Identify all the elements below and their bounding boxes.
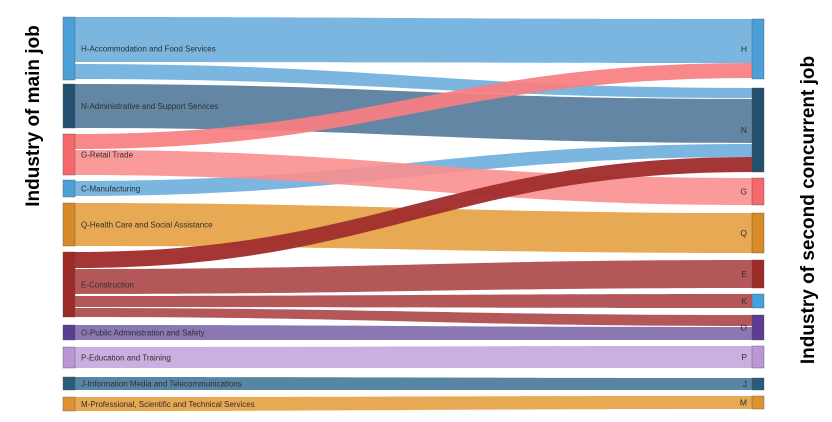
node-label-left-O: O-Public Administration and Safety [81, 329, 205, 338]
sankey-node-right-P[interactable] [751, 345, 765, 369]
node-label-left-M: M-Professional, Scientific and Technical… [81, 400, 255, 409]
node-label-left-J: J-Information Media and Telecommunicatio… [81, 380, 242, 389]
sankey-link-P-to-P[interactable] [75, 346, 752, 368]
node-label-left-E: E-Construction [81, 281, 134, 290]
sankey-node-right-H[interactable] [751, 18, 765, 80]
node-label-left-G: G-Retail Trade [81, 151, 134, 160]
node-label-right-J: J [743, 379, 747, 389]
node-label-left-C: C-Manufacturing [81, 185, 140, 194]
node-label-right-E: E [741, 269, 747, 279]
node-label-left-P: P-Education and Training [81, 354, 171, 363]
sankey-link-H-to-N[interactable] [75, 64, 752, 98]
sankey-link-E-to-N[interactable] [75, 157, 752, 268]
sankey-link-E-to-E[interactable] [75, 260, 752, 294]
sankey-node-left-Q[interactable] [62, 202, 76, 247]
sankey-node-left-N[interactable] [62, 83, 76, 129]
sankey-node-left-G[interactable] [62, 133, 76, 176]
sankey-node-left-C[interactable] [62, 179, 76, 198]
sankey-node-right-K[interactable] [751, 293, 765, 309]
sankey-node-left-P[interactable] [62, 346, 76, 369]
node-label-left-Q: Q-Health Care and Social Assistance [81, 221, 213, 230]
sankey-link-H-to-H[interactable] [75, 17, 752, 63]
right-axis-title: Industry of second concurrent job [798, 55, 819, 365]
sankey-node-left-E[interactable] [62, 251, 76, 318]
node-label-right-N: N [741, 125, 747, 135]
sankey-node-right-M[interactable] [751, 395, 765, 410]
sankey-node-right-J[interactable] [751, 377, 765, 391]
sankey-node-left-H[interactable] [62, 16, 76, 81]
sankey-node-right-G[interactable] [751, 177, 765, 206]
node-label-right-H: H [741, 44, 747, 54]
node-label-right-P: P [741, 352, 747, 362]
sankey-node-right-E[interactable] [751, 259, 765, 289]
sankey-link-M-to-M[interactable] [75, 396, 752, 411]
sankey-link-J-to-J[interactable] [75, 377, 752, 390]
sankey-node-right-N[interactable] [751, 87, 765, 173]
sankey-node-left-M[interactable] [62, 396, 76, 412]
sankey-node-right-O[interactable] [751, 314, 765, 341]
sankey-link-E-to-O[interactable] [75, 308, 752, 326]
sankey-link-G-to-H[interactable] [75, 63, 752, 149]
sankey-link-Q-to-Q[interactable] [75, 203, 752, 253]
node-label-right-O: O [740, 323, 747, 333]
node-label-left-N: N-Administrative and Support Services [81, 102, 218, 111]
left-axis-title: Industry of main job [23, 25, 44, 207]
node-label-right-K: K [741, 296, 747, 306]
sankey-link-G-to-G[interactable] [75, 150, 752, 205]
node-label-right-Q: Q [740, 228, 747, 238]
sankey-link-E-to-K[interactable] [75, 294, 752, 308]
sankey-node-left-J[interactable] [62, 376, 76, 391]
node-label-right-G: G [740, 187, 747, 197]
sankey-node-right-Q[interactable] [751, 212, 765, 254]
node-label-left-H: H-Accommodation and Food Services [81, 45, 216, 54]
sankey-link-O-to-O[interactable] [75, 325, 752, 340]
sankey-node-left-O[interactable] [62, 324, 76, 341]
node-label-right-M: M [740, 398, 747, 408]
